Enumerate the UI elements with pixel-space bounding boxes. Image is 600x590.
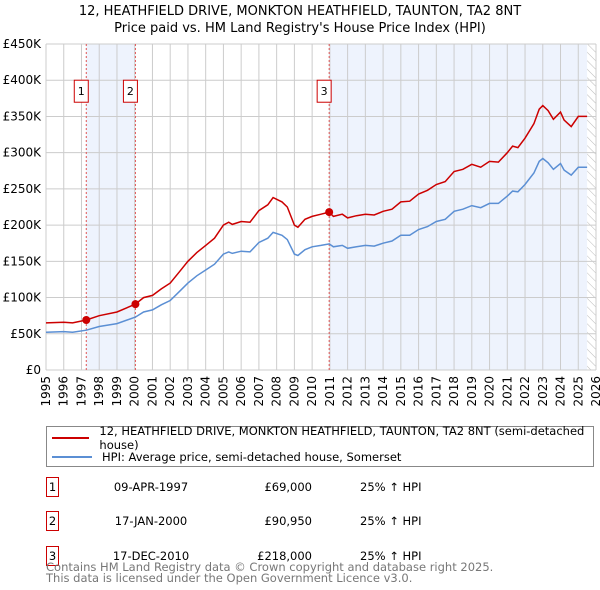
x-tick-label: 1999 <box>110 376 124 407</box>
x-tick-label: 1997 <box>74 376 88 407</box>
x-tick-label: 1996 <box>57 376 71 407</box>
legend-item-property: 12, HEATHFIELD DRIVE, MONKTON HEATHFIELD… <box>52 424 593 452</box>
x-tick-label: 2008 <box>270 376 284 407</box>
sale-row: 1 09-APR-1997 £69,000 25% ↑ HPI <box>46 477 446 499</box>
x-tick-label: 2024 <box>554 376 568 407</box>
y-tick-label: £300K <box>3 146 43 160</box>
y-tick-label: £100K <box>3 291 43 305</box>
x-tick-label: 2026 <box>589 376 600 407</box>
legend-label: HPI: Average price, semi-detached house,… <box>102 450 402 464</box>
sale-date: 17-JAN-2000 <box>114 514 188 528</box>
sale-price: £218,000 <box>257 549 312 563</box>
sale-label-box <box>73 79 89 103</box>
sale-label-box <box>122 79 138 103</box>
x-tick-label: 2016 <box>412 376 426 407</box>
sale-price: £90,950 <box>264 514 312 528</box>
x-tick-label: 2017 <box>429 376 443 407</box>
x-tick-label: 2014 <box>376 376 390 407</box>
sale-date: 17-DEC-2010 <box>112 549 190 563</box>
legend: 12, HEATHFIELD DRIVE, MONKTON HEATHFIELD… <box>46 424 594 467</box>
sale-label-box <box>316 79 332 103</box>
x-tick-label: 2025 <box>571 376 585 407</box>
x-tick-label: 2006 <box>234 376 248 407</box>
sale-badge: 2 <box>46 511 59 531</box>
y-tick-label: £200K <box>3 218 43 232</box>
hpi-line <box>45 157 588 334</box>
sale-hpi: 25% ↑ HPI <box>360 514 422 528</box>
x-tick-label: 2005 <box>216 376 230 407</box>
sale-point <box>325 208 334 217</box>
sale-date: 09-APR-1997 <box>113 480 189 494</box>
footer: Contains HM Land Registry data © Crown c… <box>46 560 494 585</box>
x-tick-label: 2022 <box>518 376 532 407</box>
legend-item-hpi: HPI: Average price, semi-detached house,… <box>52 448 401 466</box>
x-tick-label: 2019 <box>465 376 479 407</box>
x-tick-label: 2002 <box>163 376 177 407</box>
x-tick-label: 2010 <box>305 376 319 407</box>
x-tick-label: 1998 <box>92 376 106 407</box>
chart-title: 12, HEATHFIELD DRIVE, MONKTON HEATHFIELD… <box>78 4 522 19</box>
forecast-hatch <box>587 44 596 370</box>
sale-hpi: 25% ↑ HPI <box>360 549 422 563</box>
chart-subtitle: Price paid vs. HM Land Registry's House … <box>114 21 486 36</box>
x-tick-label: 2020 <box>483 376 497 407</box>
sale-row: 2 17-JAN-2000 £90,950 25% ↑ HPI <box>46 511 446 533</box>
x-tick-label: 2015 <box>394 376 408 407</box>
footer-licence: This data is licensed under the Open Gov… <box>46 571 413 585</box>
y-tick-label: £150K <box>3 254 43 268</box>
sale-hpi: 25% ↑ HPI <box>360 480 422 494</box>
y-tick-label: £50K <box>10 327 42 341</box>
x-tick-label: 2018 <box>447 376 461 407</box>
x-tick-label: 2001 <box>145 376 159 407</box>
y-tick-label: £0 <box>26 363 41 377</box>
x-tick-label: 2004 <box>199 376 213 407</box>
legend-swatch-blue <box>52 456 92 458</box>
y-tick-label: £450K <box>3 37 43 51</box>
x-tick-label: 2003 <box>181 376 195 407</box>
sale-badge: 3 <box>46 546 59 566</box>
x-tick-label: 2023 <box>536 376 550 407</box>
sale-label: 3 <box>321 85 328 98</box>
y-tick-label: £250K <box>3 182 43 196</box>
x-tick-label: 2007 <box>252 376 266 407</box>
legend-swatch-red <box>52 437 90 439</box>
sale-badge: 1 <box>46 477 59 497</box>
x-tick-label: 2000 <box>128 376 142 407</box>
shaded-range <box>329 44 588 370</box>
sale-price: £69,000 <box>264 480 312 494</box>
x-tick-label: 1995 <box>39 376 53 407</box>
y-tick-label: £350K <box>3 109 43 123</box>
property-price-line <box>45 104 588 324</box>
x-tick-label: 2009 <box>287 376 301 407</box>
y-tick-label: £400K <box>3 73 43 87</box>
x-tick-label: 2021 <box>500 376 514 407</box>
x-tick-label: 2012 <box>341 376 355 407</box>
sale-point <box>131 300 140 309</box>
sale-point <box>82 316 91 325</box>
legend-label: 12, HEATHFIELD DRIVE, MONKTON HEATHFIELD… <box>99 424 585 452</box>
sale-label: 2 <box>127 85 134 98</box>
price-chart: 1995 1996 1997 1998 1999 2000 2001 2002 2003 2004… <box>3 37 600 407</box>
x-tick-label: 2013 <box>358 376 372 407</box>
x-tick-label: 2011 <box>323 376 337 407</box>
sale-label: 1 <box>78 85 85 98</box>
sale-row: 3 17-DEC-2010 £218,000 25% ↑ HPI <box>46 546 446 568</box>
footer-copyright: Contains HM Land Registry data © Crown c… <box>46 560 494 574</box>
